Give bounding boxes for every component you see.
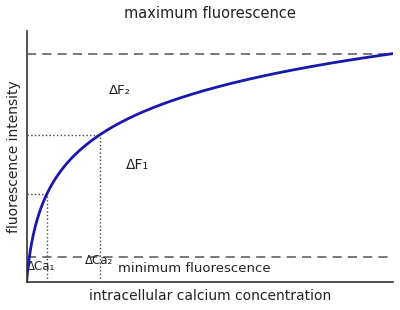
- X-axis label: intracellular calcium concentration: intracellular calcium concentration: [89, 289, 331, 303]
- Text: ΔF₁: ΔF₁: [126, 157, 148, 172]
- Text: minimum fluorescence: minimum fluorescence: [118, 262, 271, 275]
- Y-axis label: fluorescence intensity: fluorescence intensity: [7, 80, 21, 233]
- Text: ΔCa₂: ΔCa₂: [85, 254, 113, 267]
- Text: ΔCa₁: ΔCa₁: [27, 259, 56, 272]
- Text: maximum fluorescence: maximum fluorescence: [124, 6, 296, 21]
- Text: ΔF₂: ΔF₂: [109, 84, 131, 97]
